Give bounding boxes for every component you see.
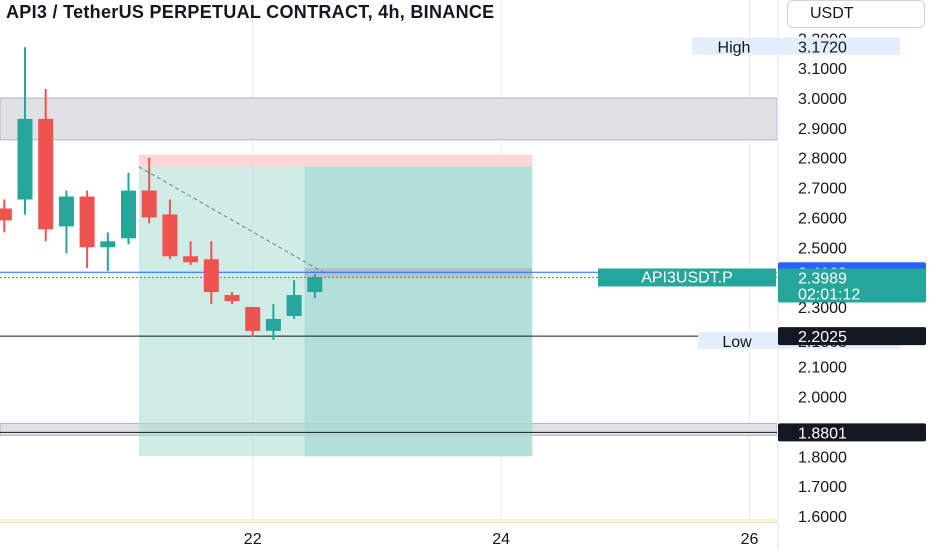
candle-down (0, 199, 12, 233)
level-1-8801-tag-bg (778, 423, 926, 442)
range-highlight-strip (0, 519, 777, 522)
last-price-tag-value: 2.3989 (798, 270, 847, 287)
candle-body (307, 277, 323, 293)
price-tick-label: 3.1000 (798, 61, 847, 78)
candle-body (286, 295, 302, 316)
candle-up (265, 304, 281, 340)
candle-up (121, 172, 136, 245)
price-tick-label: 1.6000 (798, 509, 847, 526)
time-tick-label: 24 (492, 531, 510, 548)
chart-title: API3 / TetherUS PERPETUAL CONTRACT, 4h, … (6, 2, 495, 22)
candle-up (17, 47, 33, 215)
candle-body (245, 307, 261, 331)
price-tick-label: 2.3000 (798, 300, 847, 317)
candle-up (100, 232, 116, 272)
candle-body (38, 118, 54, 230)
plot-area (0, 0, 777, 522)
candle-down (79, 190, 95, 269)
candle-body (183, 256, 199, 263)
candle-up (307, 274, 323, 299)
price-tick-label: 2.5000 (798, 240, 847, 257)
profit-zone-active (304, 166, 533, 457)
high-tag-bg (692, 37, 900, 55)
price-tick-label: 2.1000 (798, 360, 847, 377)
candle-body (141, 190, 157, 218)
price-tick-label: 2.6000 (798, 210, 847, 227)
trend-connector (138, 166, 327, 275)
candle-body (162, 214, 178, 257)
candle-body (0, 208, 12, 221)
level-2-2025-tag-value: 2.2025 (798, 329, 847, 346)
candle-body (121, 190, 136, 239)
candle-down (38, 89, 54, 242)
price-tick-label: 3.0000 (798, 91, 847, 108)
low-tag-label: Low (722, 334, 752, 351)
candle-body (203, 259, 219, 293)
last-price-tag-bg (778, 268, 926, 303)
resistance-zone (0, 97, 777, 141)
price-tick-label: 2.7000 (798, 181, 847, 198)
high-tag-value: 3.1720 (798, 40, 847, 57)
level-2-2025-tag-bg (778, 327, 926, 346)
candle-down (224, 292, 240, 305)
price-tick-label: 2.0000 (798, 390, 847, 407)
candle-up (58, 190, 74, 254)
candle-body (265, 318, 281, 331)
candle-down (203, 241, 219, 305)
candle-body (224, 295, 240, 302)
price-tick-label: 1.7000 (798, 479, 847, 496)
stop-loss-zone (138, 154, 533, 167)
candle-body (100, 241, 116, 248)
candle-body (58, 196, 74, 227)
price-tick-label: 2.8000 (798, 151, 847, 168)
price-tick-label: 1.8000 (798, 449, 847, 466)
time-tick-label: 26 (741, 531, 759, 548)
symbol-label-bg (598, 268, 776, 287)
time-tick-label: 22 (244, 531, 262, 548)
high-tag-label: High (718, 40, 751, 57)
candle-up (286, 280, 302, 319)
candle-down (245, 307, 261, 337)
candle-body (79, 196, 95, 248)
level-1-8801-tag-value: 1.8801 (798, 425, 847, 442)
candle-down (141, 157, 157, 224)
candle-down (162, 199, 178, 260)
price-tick-label: 2.9000 (798, 121, 847, 138)
bar-countdown: 02:01:12 (798, 286, 860, 303)
candle-body (17, 118, 33, 200)
currency-selector[interactable]: USDT (787, 0, 925, 28)
candle-down (183, 241, 199, 266)
symbol-label: API3USDT.P (641, 269, 733, 286)
